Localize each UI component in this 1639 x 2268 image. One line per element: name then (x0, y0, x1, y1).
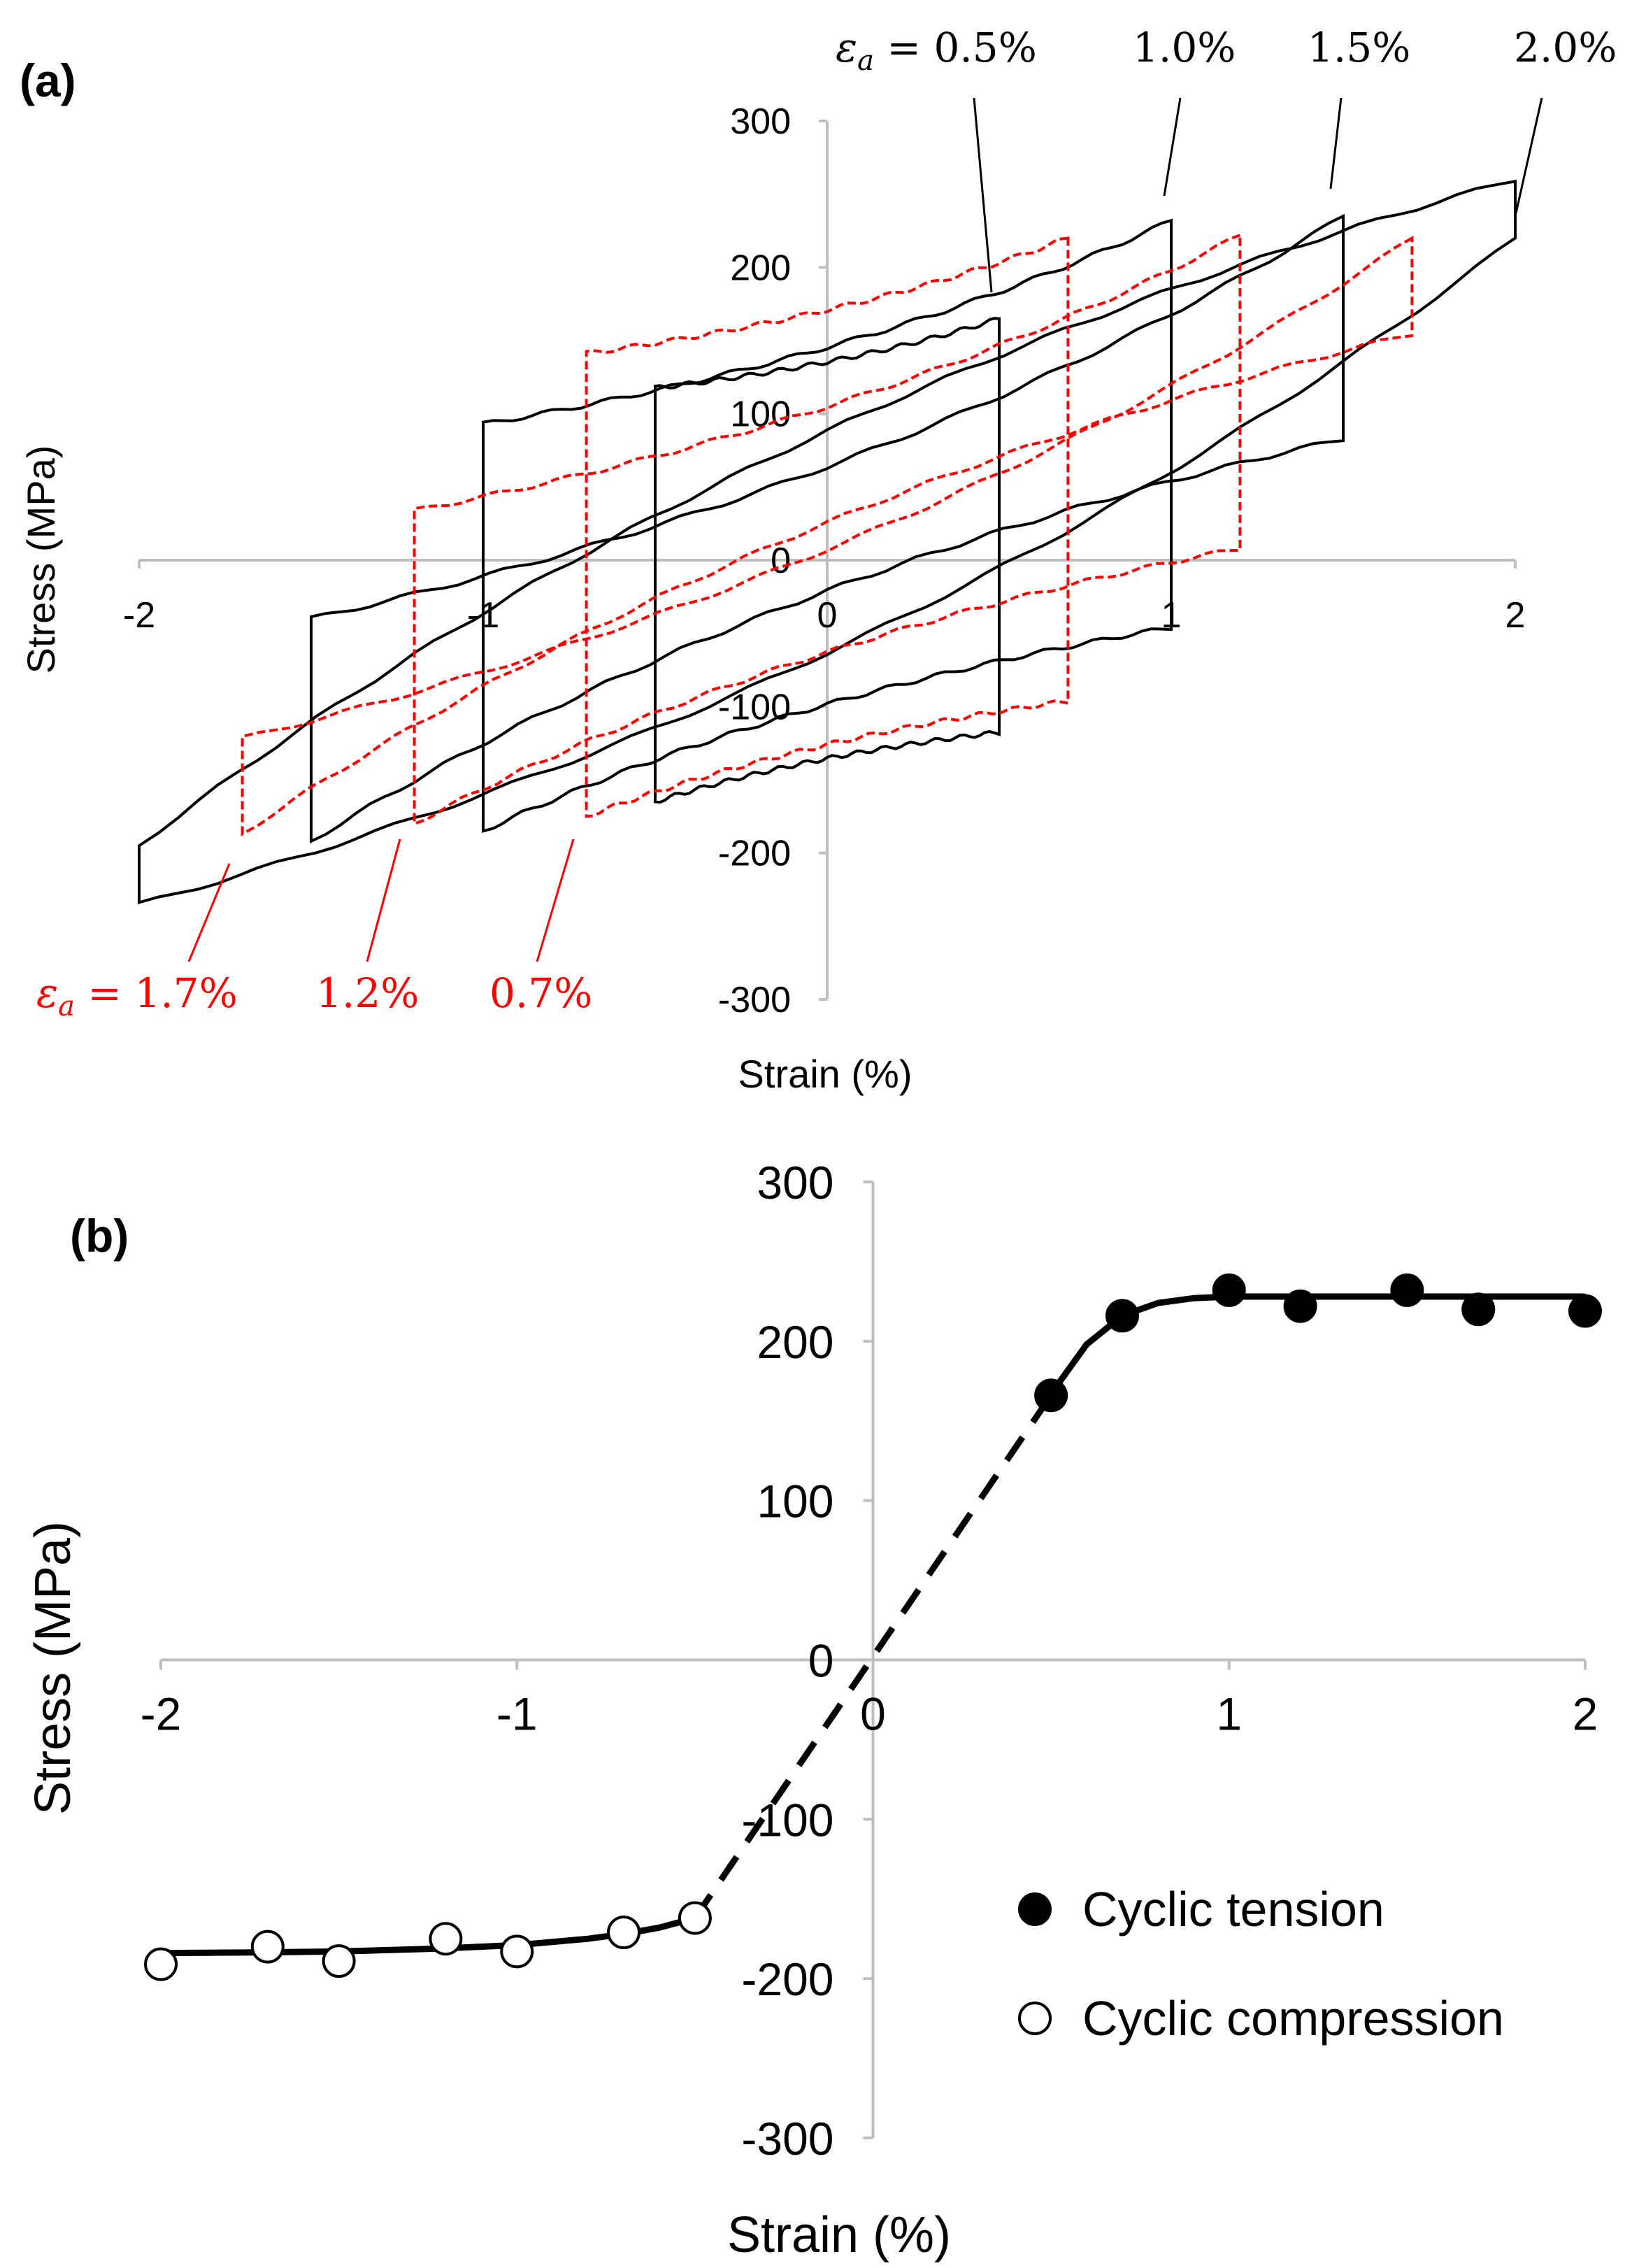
tension-point (1568, 1294, 1602, 1328)
epsilon-symbol: ε (836, 24, 857, 71)
annotation-1-7-value: = 1.7% (75, 969, 238, 1017)
panel-a-compression-loops (241, 233, 1414, 836)
annotation-1-0: 1.0% (1133, 24, 1236, 71)
leader-0-5 (973, 97, 993, 293)
annotation-1-5: 1.5% (1308, 24, 1410, 71)
panel-b-axes (159, 1181, 1587, 2139)
annotation-1-2: 1.2% (316, 969, 419, 1017)
legend: Cyclic tension Cyclic compression (1018, 1882, 1504, 2046)
x-tick-label: 1 (1216, 1688, 1242, 1740)
x-tick-label: 0 (860, 1688, 886, 1740)
tension-point (1034, 1378, 1068, 1413)
x-tick-label: -2 (141, 1688, 182, 1740)
compression-point (500, 1934, 534, 1969)
panel-b-y-axis-title: Stress (MPa) (25, 1521, 81, 1815)
legend-compression-marker (1018, 2002, 1052, 2035)
x-tick-label: -2 (123, 595, 155, 636)
tension-point (1105, 1299, 1139, 1333)
y-tick-label: 200 (730, 248, 791, 288)
y-tick-label: 300 (757, 1157, 833, 1208)
annotation-0-5-value: = 0.5% (874, 24, 1037, 71)
epsilon-symbol-red: ε (36, 969, 58, 1017)
annotation-0-7: 0.7% (489, 969, 592, 1017)
annotations-tension: εa = 0.5% 1.0% 1.5% 2.0% (836, 24, 1617, 293)
y-tick-label: -100 (741, 1794, 833, 1846)
compression-point (144, 1947, 178, 1981)
tension-point (1390, 1273, 1424, 1307)
tension-point (1461, 1292, 1496, 1327)
legend-tension-marker (1018, 1892, 1052, 1926)
y-tick-label: 100 (757, 1476, 833, 1527)
elastic-dashed-line (692, 1393, 1054, 1920)
panel-a-tension-loops (138, 179, 1517, 905)
compression-loop-1-2 (413, 233, 1242, 826)
y-tick-label: -300 (741, 2113, 833, 2164)
x-tick-label: 0 (817, 595, 838, 636)
panel-b-tick-labels: -300 -200 -100 0 100 200 300 -2 -1 0 1 2 (141, 1157, 1598, 2164)
panel-b: (b) -300 -200 -100 0 100 200 300 -2 -1 0 1 2 Strain… (25, 1157, 1602, 2263)
compression-point (607, 1916, 641, 1950)
compression-point (678, 1901, 712, 1935)
compression-point (429, 1922, 463, 1956)
panel-a-axes (138, 120, 1517, 1001)
panel-b-label: (b) (70, 1210, 129, 1262)
compression-loop-0-7 (585, 236, 1070, 818)
panel-a-label: (a) (20, 55, 76, 106)
annotation-2-0: 2.0% (1514, 24, 1617, 71)
tension-point (1212, 1273, 1246, 1307)
tension-loop-2 (138, 179, 1517, 905)
tension-loop-0-5 (654, 317, 1001, 804)
tension-loop-1 (482, 218, 1173, 833)
annotation-1-7: εa = 1.7% (36, 969, 238, 1022)
y-tick-label: 200 (757, 1316, 833, 1368)
tension-loop-1-5 (310, 213, 1345, 844)
panel-a-x-axis-title: Strain (%) (738, 1052, 912, 1096)
compression-point (250, 1930, 285, 1964)
y-tick-label: 0 (771, 541, 791, 581)
annotation-0-5: εa = 0.5% (836, 24, 1037, 77)
legend-compression-label: Cyclic compression (1082, 1991, 1504, 2046)
compression-point (322, 1944, 356, 1978)
leader-2-0 (1515, 97, 1543, 214)
leader-1-7 (187, 863, 231, 962)
legend-tension-label: Cyclic tension (1082, 1882, 1384, 1937)
x-tick-label: -1 (496, 1688, 538, 1740)
compression-loop-1-7 (241, 236, 1414, 836)
x-tick-label: 2 (1573, 1688, 1598, 1740)
x-tick-label: 2 (1505, 595, 1526, 636)
annotations-compression: εa = 1.7% 1.2% 0.7% (36, 839, 592, 1022)
y-tick-label: -200 (718, 834, 791, 874)
panel-b-x-axis-title: Strain (%) (727, 2207, 951, 2263)
y-tick-label: -200 (741, 1953, 833, 2005)
leader-1-5 (1329, 97, 1343, 190)
panel-b-data-points (144, 1273, 1602, 1981)
y-tick-label: -100 (718, 687, 791, 727)
epsilon-subscript-red: a (58, 990, 75, 1022)
epsilon-subscript: a (857, 45, 874, 77)
leader-1-2 (366, 839, 401, 962)
leader-0-7 (536, 839, 575, 962)
y-tick-label: -300 (718, 980, 791, 1020)
panel-a-y-axis-title: Stress (MPa) (19, 445, 63, 674)
leader-1-0 (1163, 97, 1182, 197)
y-tick-label: 0 (808, 1635, 834, 1687)
tension-point (1283, 1289, 1317, 1323)
tension-fit-curve (1048, 1293, 1585, 1396)
y-tick-label: 300 (730, 101, 791, 142)
